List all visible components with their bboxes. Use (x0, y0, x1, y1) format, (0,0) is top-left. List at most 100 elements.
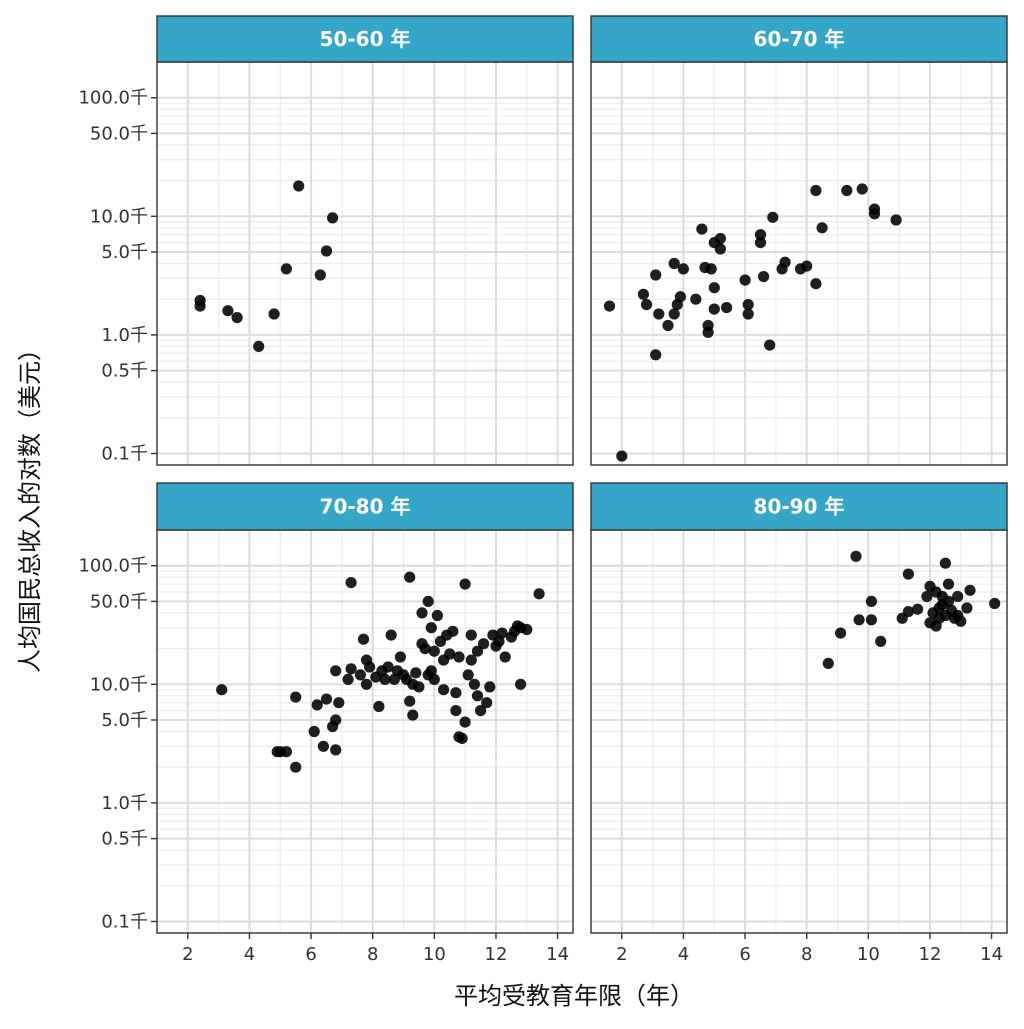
y-tick-label: 10.0千 (90, 674, 148, 695)
y-tick-label: 10.0千 (90, 206, 148, 227)
data-point (290, 761, 302, 773)
x-tick-label: 2 (616, 944, 627, 965)
data-point (422, 595, 434, 608)
data-point (835, 627, 847, 639)
y-tick-label: 100.0千 (78, 556, 148, 577)
data-point (890, 214, 902, 226)
y-tick-label: 5.0千 (101, 710, 148, 731)
facet-label: 50-60 年 (320, 27, 411, 51)
data-point (721, 302, 733, 314)
data-point (668, 257, 680, 270)
data-point (354, 669, 366, 681)
data-point (758, 271, 770, 283)
x-tick-label: 6 (739, 944, 750, 965)
data-point (428, 645, 440, 657)
data-point (868, 208, 881, 220)
data-point (471, 645, 484, 657)
data-point (955, 615, 967, 627)
x-tick-label: 14 (980, 944, 1003, 965)
x-tick-label: 4 (244, 944, 255, 965)
data-point (330, 714, 342, 726)
y-tick-label: 0.5千 (101, 361, 148, 382)
data-point (320, 693, 333, 705)
data-point (515, 678, 527, 690)
data-point (696, 223, 708, 235)
data-point (767, 211, 779, 223)
data-point (431, 609, 443, 622)
data-point (382, 661, 394, 673)
y-tick-label: 50.0千 (90, 123, 148, 144)
data-point (404, 695, 416, 707)
data-point (801, 260, 813, 272)
data-point (481, 697, 493, 709)
data-point (674, 291, 687, 303)
data-point (364, 661, 376, 673)
data-point (742, 299, 754, 311)
facet-strip (156, 15, 574, 63)
facet-panel: 70-80 年 (156, 482, 574, 934)
facet-panel: 80-90 年 (590, 482, 1008, 934)
x-axis-title: 平均受教育年限（年） (454, 982, 694, 1010)
data-point (320, 245, 333, 257)
data-point (253, 340, 265, 352)
data-point (407, 709, 419, 721)
data-point (330, 665, 342, 677)
data-point (637, 288, 650, 300)
data-point (216, 684, 228, 696)
data-point (708, 303, 720, 315)
data-point (754, 237, 767, 249)
data-point (616, 450, 628, 462)
data-point (475, 705, 487, 717)
data-point (385, 629, 397, 641)
x-tick-label: 8 (801, 944, 812, 965)
data-point (317, 740, 329, 752)
data-point (650, 269, 662, 281)
x-tick-label: 12 (919, 944, 942, 965)
data-point (853, 614, 865, 626)
data-point (702, 326, 714, 338)
data-point (280, 263, 292, 275)
data-point (388, 673, 400, 686)
data-point (222, 305, 234, 317)
data-point (327, 212, 339, 224)
y-tick-label: 0.1千 (101, 444, 148, 465)
data-point (942, 595, 955, 608)
data-point (462, 669, 474, 681)
data-point (865, 614, 878, 626)
data-point (964, 584, 976, 596)
data-point (650, 349, 662, 361)
facet-strip (156, 482, 574, 531)
data-point (841, 184, 853, 197)
data-point (290, 691, 302, 703)
y-tick-label: 100.0千 (78, 88, 148, 109)
facet-label: 60-70 年 (754, 27, 845, 51)
data-point (921, 590, 933, 603)
data-point (939, 557, 952, 569)
data-point (450, 687, 462, 699)
y-tick-label: 0.1千 (101, 912, 148, 933)
facet-strip (590, 15, 1008, 63)
data-point (425, 665, 437, 677)
facet-panel: 60-70 年 (590, 15, 1008, 466)
data-point (653, 308, 665, 320)
data-point (404, 571, 416, 583)
data-point (822, 657, 834, 670)
data-point (468, 678, 480, 690)
x-tick-label: 14 (546, 944, 569, 965)
data-point (471, 690, 484, 702)
data-point (952, 590, 964, 603)
data-point (668, 308, 680, 320)
data-point (425, 622, 437, 634)
data-point (465, 629, 477, 641)
data-point (419, 643, 431, 655)
data-point (450, 705, 462, 717)
data-point (373, 700, 385, 713)
data-point (444, 648, 456, 660)
x-tick-label: 12 (485, 944, 508, 965)
data-point (912, 603, 924, 615)
data-point (714, 232, 727, 245)
data-point (231, 312, 243, 324)
data-point (902, 568, 915, 580)
